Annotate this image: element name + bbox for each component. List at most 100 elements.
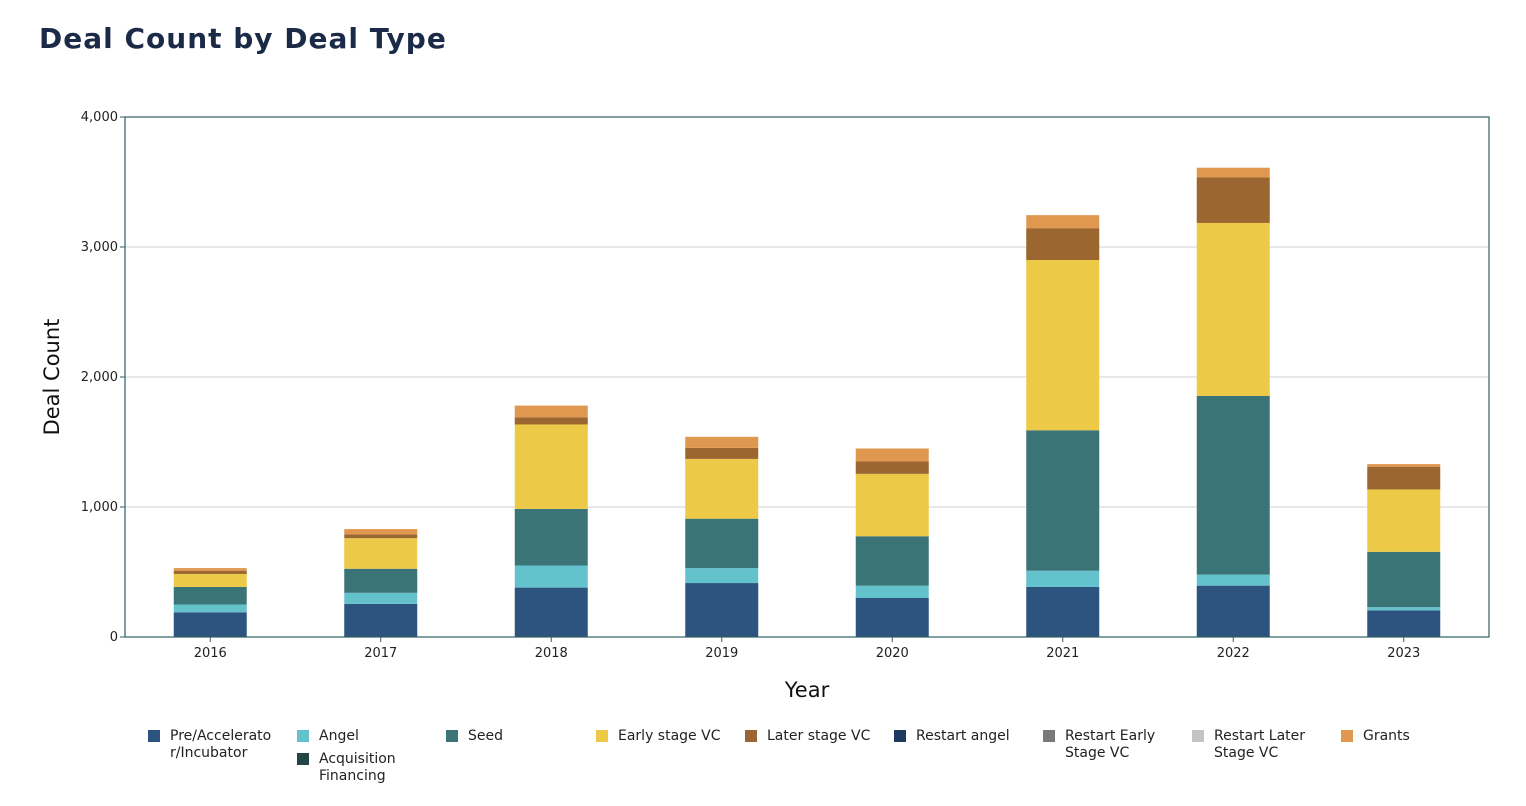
- bar-segment-2023-seed: [1367, 551, 1441, 608]
- bar-segment-2016-grants: [173, 568, 247, 571]
- bar-segment-2022-seed: [1196, 395, 1270, 575]
- bar-segment-2020-seed: [855, 536, 929, 586]
- legend-swatch: [297, 753, 309, 765]
- bar-segment-2016-seed: [173, 586, 247, 605]
- legend-item-seed[interactable]: Seed: [446, 728, 503, 744]
- bars: [173, 167, 1441, 637]
- bar-segment-2018-angel: [514, 565, 588, 588]
- legend-item-later-stage-vc[interactable]: Later stage VC: [745, 728, 871, 744]
- legend-label: Stage VC: [1214, 745, 1278, 761]
- y-tick-label: 3,000: [81, 240, 118, 255]
- legend-swatch: [894, 730, 906, 742]
- legend-label: Acquisition: [319, 751, 396, 767]
- y-axis: 0 1,000 2,000 3,000 4,000: [81, 110, 125, 645]
- bar-segment-2019-seed: [685, 518, 759, 569]
- bar-segment-2020-early-stage-vc: [855, 473, 929, 537]
- bar-segment-2016-angel: [173, 604, 247, 613]
- legend-swatch: [1192, 730, 1204, 742]
- x-tick-label: 2023: [1387, 646, 1420, 661]
- legend-label: Grants: [1363, 728, 1410, 744]
- bar-segment-2019-later-stage-vc: [685, 447, 759, 459]
- legend-label: Seed: [468, 728, 503, 744]
- legend-item-grants[interactable]: Grants: [1341, 728, 1410, 744]
- legend-swatch: [745, 730, 757, 742]
- bar-segment-2017-grants: [344, 529, 418, 535]
- bar-segment-2022-pre-accelerator-incubator: [1196, 585, 1270, 637]
- legend-label: Restart angel: [916, 728, 1010, 744]
- bar-segment-2017-early-stage-vc: [344, 538, 418, 569]
- legend-swatch: [297, 730, 309, 742]
- bar-segment-2016-pre-accelerator-incubator: [173, 612, 247, 637]
- bar-segment-2022-grants: [1196, 167, 1270, 178]
- x-tick-label: 2017: [364, 646, 397, 661]
- bar-segment-2023-early-stage-vc: [1367, 489, 1441, 552]
- y-tick-label: 2,000: [81, 370, 118, 385]
- bar-segment-2020-later-stage-vc: [855, 461, 929, 474]
- bar-segment-2017-later-stage-vc: [344, 534, 418, 539]
- bar-segment-2021-angel: [1026, 570, 1100, 587]
- bar-segment-2018-early-stage-vc: [514, 424, 588, 509]
- legend-item-restart-angel[interactable]: Restart angel: [894, 728, 1010, 744]
- legend-label: Early stage VC: [618, 728, 721, 744]
- bar-segment-2016-early-stage-vc: [173, 573, 247, 587]
- legend-label: Pre/Accelerato: [170, 728, 271, 744]
- legend-swatch: [1043, 730, 1055, 742]
- x-axis-title: Year: [784, 678, 830, 702]
- legend-label: Stage VC: [1065, 745, 1129, 761]
- bar-segment-2023-angel: [1367, 607, 1441, 611]
- bar-segment-2021-pre-accelerator-incubator: [1026, 586, 1100, 637]
- bar-segment-2023-pre-accelerator-incubator: [1367, 610, 1441, 637]
- legend-label: Restart Early: [1065, 728, 1155, 744]
- legend-swatch: [446, 730, 458, 742]
- grid-lines: [125, 246, 1489, 508]
- bar-segment-2019-pre-accelerator-incubator: [685, 583, 759, 637]
- x-tick-label: 2020: [876, 646, 909, 661]
- bar-segment-2018-seed: [514, 508, 588, 566]
- bar-segment-2020-pre-accelerator-incubator: [855, 598, 929, 637]
- bar-segment-2021-early-stage-vc: [1026, 260, 1100, 431]
- x-tick-label: 2016: [194, 646, 227, 661]
- bar-segment-2018-pre-accelerator-incubator: [514, 587, 588, 637]
- bar-segment-2023-grants: [1367, 464, 1441, 467]
- bar-segment-2019-early-stage-vc: [685, 458, 759, 519]
- bar-segment-2020-angel: [855, 585, 929, 598]
- x-tick-label: 2022: [1217, 646, 1250, 661]
- legend-swatch: [1341, 730, 1353, 742]
- bar-segment-2023-later-stage-vc: [1367, 466, 1441, 490]
- bar-segment-2022-angel: [1196, 574, 1270, 586]
- y-tick-label: 0: [110, 630, 118, 645]
- x-tick-label: 2021: [1046, 646, 1079, 661]
- bar-segment-2018-later-stage-vc: [514, 417, 588, 425]
- x-tick-label: 2018: [535, 646, 568, 661]
- y-tick-label: 4,000: [81, 110, 118, 125]
- bar-segment-2022-early-stage-vc: [1196, 222, 1270, 396]
- y-axis-title: Deal Count: [40, 319, 64, 436]
- y-tick-label: 1,000: [81, 500, 118, 515]
- legend-label: Angel: [319, 728, 359, 744]
- bar-segment-2017-angel: [344, 592, 418, 604]
- legend-item-early-stage-vc[interactable]: Early stage VC: [596, 728, 721, 744]
- legend-swatch: [596, 730, 608, 742]
- x-axis: 2016 2017 2018 2019 2020 2021 2022 2023: [194, 637, 1420, 661]
- bar-segment-2017-seed: [344, 568, 418, 593]
- bar-segment-2016-later-stage-vc: [173, 570, 247, 574]
- legend-swatch: [148, 730, 160, 742]
- legend-label: Restart Later: [1214, 728, 1305, 744]
- bar-segment-2018-grants: [514, 405, 588, 418]
- legend-item-angel[interactable]: Angel: [297, 728, 359, 744]
- bar-segment-2021-later-stage-vc: [1026, 228, 1100, 260]
- bar-segment-2017-pre-accelerator-incubator: [344, 603, 418, 637]
- bar-segment-2019-grants: [685, 436, 759, 448]
- bar-segment-2020-grants: [855, 448, 929, 462]
- bar-segment-2021-seed: [1026, 430, 1100, 571]
- legend-label: Later stage VC: [767, 728, 871, 744]
- bar-segment-2021-grants: [1026, 215, 1100, 229]
- legend-label: r/Incubator: [170, 745, 248, 761]
- bar-segment-2019-angel: [685, 568, 759, 584]
